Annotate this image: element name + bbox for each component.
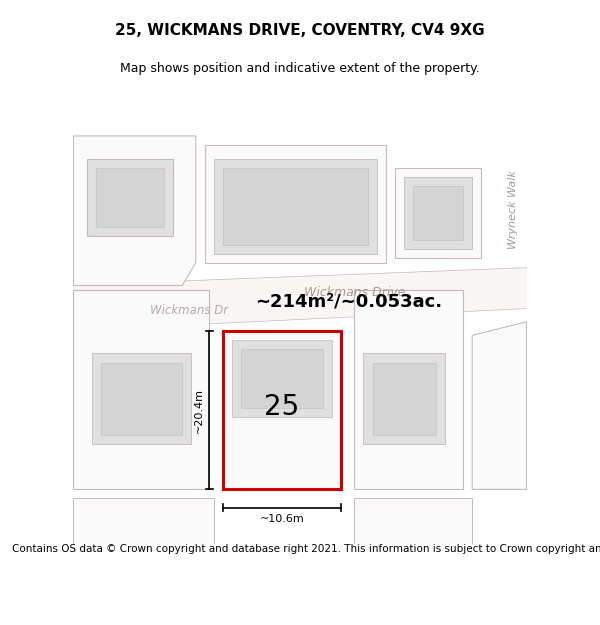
Text: Wickmans Dr: Wickmans Dr [151, 304, 229, 317]
Text: Map shows position and indicative extent of the property.: Map shows position and indicative extent… [120, 62, 480, 74]
Bar [205, 145, 386, 262]
Bar [404, 177, 472, 249]
Text: 25: 25 [264, 393, 299, 421]
Bar [355, 499, 472, 544]
Polygon shape [73, 136, 196, 286]
Polygon shape [472, 322, 527, 489]
Text: ~10.6m: ~10.6m [260, 514, 304, 524]
Bar [92, 354, 191, 444]
Text: ~214m²/~0.053ac.: ~214m²/~0.053ac. [254, 292, 442, 311]
Bar [214, 159, 377, 254]
Text: ~20.4m: ~20.4m [194, 388, 204, 432]
Bar [101, 362, 182, 435]
Bar [413, 186, 463, 240]
Text: Wickmans Drive: Wickmans Drive [304, 286, 405, 299]
Bar [73, 499, 214, 544]
Bar [232, 340, 332, 417]
Text: Contains OS data © Crown copyright and database right 2021. This information is : Contains OS data © Crown copyright and d… [12, 544, 600, 554]
Bar [373, 362, 436, 435]
Bar [241, 349, 323, 408]
Bar [87, 159, 173, 236]
Polygon shape [64, 268, 536, 331]
Bar [223, 331, 341, 489]
Bar [223, 168, 368, 244]
Text: Wryneck Walk: Wryneck Walk [508, 171, 518, 249]
Bar [355, 290, 463, 489]
Bar [96, 168, 164, 226]
Bar [364, 354, 445, 444]
Bar [395, 168, 481, 258]
Text: 25, WICKMANS DRIVE, COVENTRY, CV4 9XG: 25, WICKMANS DRIVE, COVENTRY, CV4 9XG [115, 22, 485, 38]
Bar [73, 290, 209, 489]
